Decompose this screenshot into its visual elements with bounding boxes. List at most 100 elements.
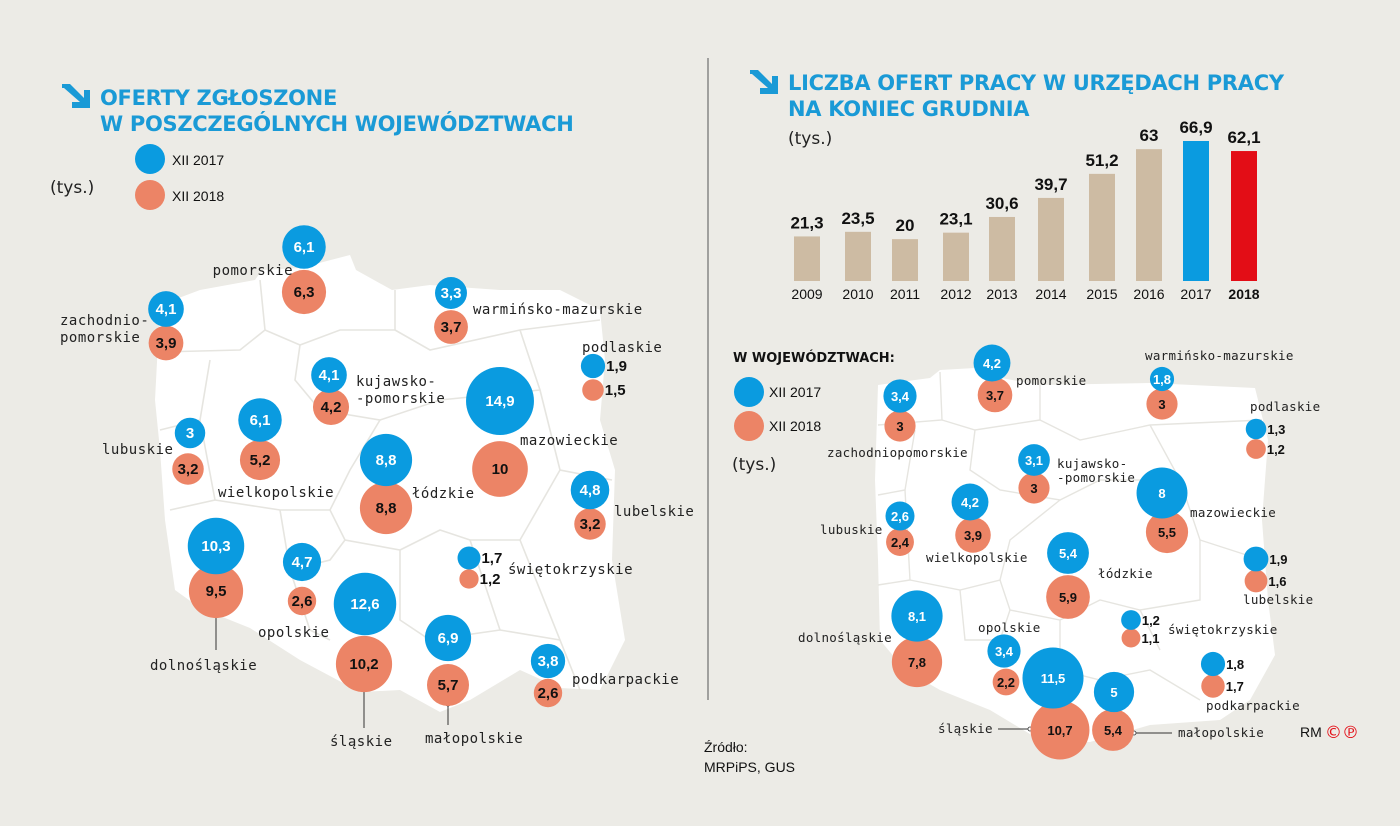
bubble-value-2018: 3,9 — [964, 528, 982, 543]
region-label: lubuskie — [820, 522, 883, 537]
region-opolskie: 2,2 3,4 opolskie — [978, 620, 1040, 696]
bubble-2017 — [174, 417, 206, 449]
bubble-value-2018: 3,7 — [986, 388, 1004, 403]
bubble-value-2017: 1,7 — [481, 550, 502, 567]
region-lubelskie: 3,2 4,8 lubelskie — [570, 470, 694, 540]
bubble-2017 — [187, 517, 245, 575]
bubble-2018 — [1201, 674, 1225, 698]
region-label: podlaskie — [582, 340, 662, 356]
bubble-2018 — [188, 563, 244, 619]
bubble-2017 — [466, 367, 534, 435]
bubble-2018 — [891, 636, 943, 688]
bubble-value-2017: 3,4 — [891, 389, 910, 404]
bubble-2018 — [148, 325, 184, 361]
region-opolskie: 2,6 4,7 opolskie — [258, 542, 329, 641]
region-label: lubuskie — [102, 442, 173, 458]
region-label: zachodnio-pomorskie — [60, 313, 149, 346]
bubble-2018 — [281, 269, 327, 315]
bar-value-label: 66,9 — [1179, 118, 1212, 137]
bar-chart: 21,3 2009 23,5 2010 20 2011 23,1 2012 30,6 2013 39… — [790, 118, 1260, 302]
bubble-2018 — [1030, 700, 1090, 760]
year-tick-label: 2017 — [1180, 286, 1211, 302]
region-label: podkarpackie — [1206, 698, 1300, 713]
bubble-2017 — [1121, 610, 1141, 630]
region-label: kujawsko--pomorskie — [356, 374, 445, 407]
legend-2017-label: XII 2017 — [172, 152, 224, 168]
region-label: kujawsko--pomorskie — [1057, 456, 1135, 485]
bubble-value-2018: 3 — [1158, 397, 1165, 412]
region-zachodnio-pomorskie: 3,9 4,1 zachodnio-pomorskie — [60, 291, 184, 361]
bubble-2017 — [951, 483, 989, 521]
region-wielkopolskie: 3,9 4,2 wielkopolskie — [926, 483, 1027, 565]
legend-2017-label: XII 2017 — [769, 384, 821, 400]
bubble-value-2018: 3 — [896, 419, 903, 434]
bubble-value-2018: 7,8 — [908, 655, 926, 670]
bar-value-label: 39,7 — [1034, 175, 1067, 194]
bubble-value-2018: 5,2 — [250, 452, 271, 469]
bubble-2017 — [891, 590, 943, 642]
bar-2013 — [989, 216, 1015, 281]
bar-value-label: 30,6 — [985, 194, 1018, 213]
bubble-value-2017: 14,9 — [485, 393, 514, 410]
bubble-2017 — [1245, 418, 1267, 440]
legend-2018-swatch — [135, 180, 165, 210]
bubble-2017 — [282, 542, 322, 582]
bubble-2017 — [238, 398, 282, 442]
bubble-value-2018: 6,3 — [294, 284, 315, 301]
bubble-2017 — [885, 501, 915, 531]
copyright-icon: ©℗ — [1325, 723, 1359, 743]
bubble-2017 — [1018, 444, 1050, 476]
region-podlaskie: 1,5 1,9 podlaskie — [580, 340, 662, 401]
bubble-value-2017: 10,3 — [201, 538, 230, 555]
bubble-value-2017: 6,9 — [438, 630, 459, 647]
author-initials: RM — [1300, 724, 1322, 740]
bubble-value-2017: 4,8 — [580, 482, 601, 499]
bubble-value-2018: 9,5 — [206, 583, 227, 600]
region-małopolskie: 5,7 6,9 małopolskie — [424, 614, 523, 747]
bar-2017 — [1183, 141, 1209, 281]
bubble-value-2018: 5,4 — [1104, 723, 1123, 738]
bubble-2018 — [359, 481, 413, 535]
bubble-2017 — [424, 614, 472, 662]
region-lubuskie: 3,2 3 lubuskie — [102, 417, 206, 485]
bubble-value-2017: 6,1 — [294, 239, 315, 256]
right-map-subtitle: W WOJEWÓDZTWACH: — [733, 350, 895, 366]
bubble-value-2017: 1,9 — [606, 358, 627, 375]
bubble-2018 — [1046, 575, 1090, 619]
bubble-value-2017: 4,1 — [319, 367, 340, 384]
bubble-2018 — [582, 379, 604, 401]
bubble-2017 — [883, 379, 917, 413]
region-mazowieckie: 5,5 8 mazowieckie — [1136, 467, 1276, 554]
bubble-layer: 6,36,1pomorskie3,94,1zachodnio-pomorskie… — [60, 225, 1320, 760]
bubble-value-2017: 3,4 — [995, 644, 1014, 659]
bubble-2017 — [333, 572, 397, 636]
bubble-value-2018: 2,6 — [538, 685, 559, 702]
bubble-value-2017: 1,2 — [1142, 613, 1160, 628]
bar-chart-unit: (tys.) — [788, 129, 832, 149]
region-łódzkie: 8,8 8,8 łódzkie — [359, 433, 474, 535]
region-label: pomorskie — [213, 263, 293, 279]
bubble-value-2018: 3,2 — [580, 516, 601, 533]
bar-value-label: 20 — [896, 216, 915, 235]
bubble-2018 — [992, 668, 1020, 696]
year-tick-label: 2012 — [940, 286, 971, 302]
bubble-value-2017: 5,4 — [1059, 546, 1078, 561]
bubble-2017 — [282, 225, 326, 269]
region-mazowieckie: 10 14,9 mazowieckie — [466, 367, 618, 497]
right-title-line2: NA KONIEC GRUDNIA — [788, 97, 1030, 121]
bubble-2018 — [472, 441, 528, 497]
bubble-2017 — [1022, 647, 1084, 709]
year-tick-label: 2018 — [1228, 286, 1259, 302]
region-label: mazowieckie — [1190, 505, 1276, 520]
bubble-2017 — [311, 357, 347, 393]
region-label: świętokrzyskie — [508, 562, 633, 578]
bubble-2018 — [574, 508, 606, 540]
region-label: podlaskie — [1250, 399, 1320, 414]
bubble-value-2018: 10,7 — [1047, 723, 1072, 738]
region-warmińsko-mazurskie: 3,7 3,3 warmińsko-mazurskie — [434, 277, 642, 344]
left-title-line2: W POSZCZEGÓLNYCH WOJEWÓDZTWACH — [100, 111, 574, 136]
year-tick-label: 2016 — [1133, 286, 1164, 302]
region-małopolskie: 5,4 5 małopolskie — [1092, 671, 1264, 751]
region-zachodniopomorskie: 3 3,4 zachodniopomorskie — [827, 379, 968, 460]
region-lubelskie: 1,6 1,9 lubelskie — [1243, 546, 1313, 607]
